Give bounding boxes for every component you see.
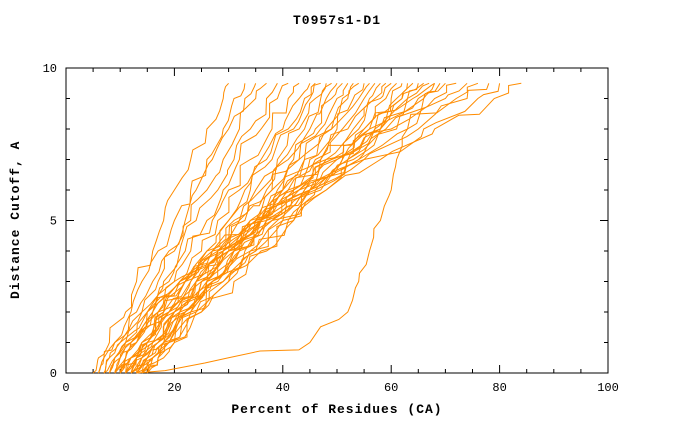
- model-curve: [130, 83, 338, 374]
- model-curve: [114, 82, 479, 374]
- model-curve: [108, 82, 267, 374]
- y-tick-label: 10: [43, 62, 57, 76]
- model-curve: [114, 82, 424, 374]
- model-curve: [119, 83, 311, 374]
- model-curve: [114, 82, 289, 374]
- model-curve: [141, 83, 408, 374]
- x-tick-label: 0: [62, 381, 69, 395]
- model-curve: [92, 82, 229, 374]
- x-tick-label: 80: [492, 381, 506, 395]
- model-curve: [146, 83, 365, 374]
- model-curve: [119, 82, 370, 374]
- model-curve: [103, 82, 522, 374]
- model-curve: [146, 83, 419, 374]
- model-curve: [108, 83, 278, 374]
- model-curve: [136, 83, 436, 374]
- model-curve: [103, 83, 490, 374]
- model-curve: [103, 83, 257, 374]
- model-curve: [130, 82, 457, 374]
- x-tick-label: 60: [384, 381, 398, 395]
- y-axis-title: Distance Cutoff, A: [8, 140, 23, 299]
- model-curve: [98, 83, 501, 374]
- model-curve: [114, 82, 300, 374]
- x-tick-label: 20: [167, 381, 181, 395]
- chart-title: T0957s1-D1: [292, 13, 381, 28]
- y-tick-label: 5: [50, 215, 57, 229]
- x-axis-title: Percent of Residues (CA): [231, 402, 443, 417]
- model-curve: [146, 82, 414, 374]
- x-tick-label: 40: [276, 381, 290, 395]
- model-curve: [130, 82, 332, 374]
- model-curve: [141, 83, 403, 374]
- model-curve: [98, 83, 246, 374]
- x-tick-label: 100: [597, 381, 619, 395]
- y-tick-label: 0: [50, 367, 57, 381]
- model-curve: [108, 82, 468, 374]
